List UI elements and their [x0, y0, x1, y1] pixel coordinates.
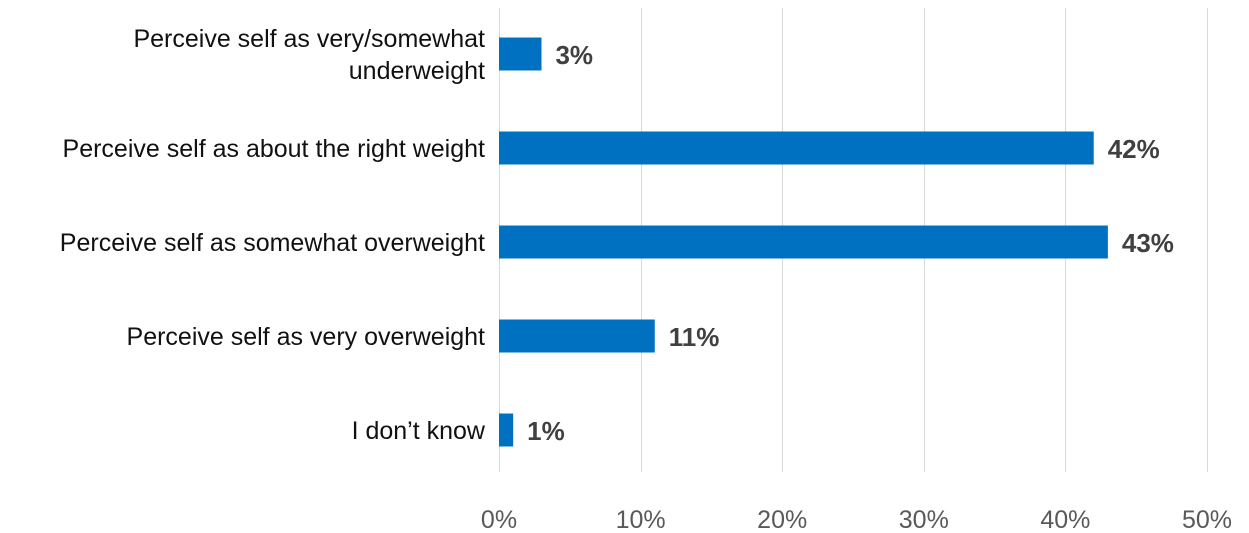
data-label: 11%: [669, 322, 720, 352]
category-label: I don’t know: [352, 417, 486, 445]
category-label: Perceive self as about the right weight: [63, 135, 486, 163]
category-label-line: Perceive self as very/somewhat: [133, 25, 485, 53]
x-tick-label: 10%: [616, 506, 666, 533]
category-label-line: Perceive self as very overweight: [127, 323, 486, 351]
data-label: 42%: [1108, 134, 1160, 164]
bar: [499, 226, 1108, 259]
bar: [499, 414, 513, 447]
category-label: Perceive self as somewhat overweight: [60, 229, 485, 257]
category-label-line: Perceive self as somewhat overweight: [60, 229, 485, 257]
bar: [499, 320, 655, 353]
category-label: Perceive self as very overweight: [127, 323, 486, 351]
x-tick-label: 50%: [1182, 506, 1232, 533]
bars: [499, 38, 1108, 447]
bar: [499, 38, 541, 71]
x-tick-label: 0%: [481, 506, 517, 533]
x-axis-tick-labels: 0% 10% 20% 30% 40% 50%: [481, 506, 1232, 533]
x-tick-label: 20%: [757, 506, 807, 533]
category-label-line: Perceive self as about the right weight: [63, 135, 486, 163]
data-label: 43%: [1122, 228, 1174, 258]
x-tick-label: 30%: [899, 506, 949, 533]
data-label: 1%: [527, 416, 565, 446]
category-label-line: underweight: [349, 57, 485, 85]
bar: [499, 132, 1094, 165]
x-tick-label: 40%: [1040, 506, 1090, 533]
category-label: Perceive self as very/somewhat underweigh…: [133, 25, 485, 85]
category-label-line: I don’t know: [352, 417, 486, 445]
data-label: 3%: [555, 40, 593, 70]
category-labels: Perceive self as very/somewhat underweigh…: [60, 25, 486, 445]
